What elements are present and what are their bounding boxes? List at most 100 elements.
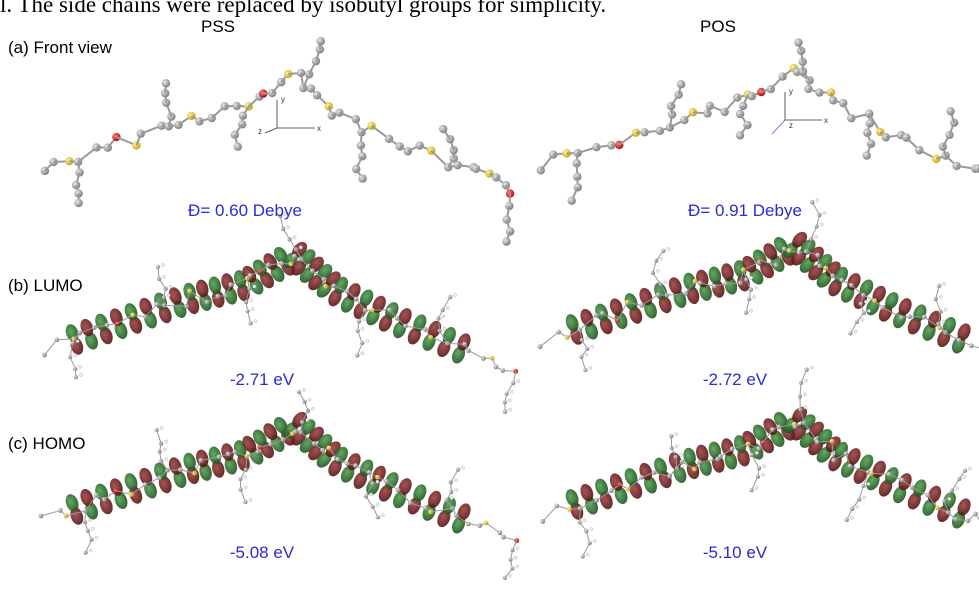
atom: [736, 131, 744, 139]
atom: [79, 373, 82, 376]
atom: [910, 485, 915, 490]
atom: [942, 320, 945, 323]
atom: [675, 444, 678, 447]
atom: [293, 236, 296, 239]
atom: [588, 541, 592, 545]
molecule-renderings: [39, 37, 979, 582]
atom: [669, 434, 673, 438]
atom: [937, 284, 941, 288]
atom: [755, 451, 758, 454]
atom: [680, 465, 683, 468]
atom: [369, 493, 372, 496]
atom: [810, 200, 814, 204]
atom: [362, 318, 365, 321]
caption: l. The side chains were replaced by isob…: [0, 0, 606, 17]
atom: [455, 488, 458, 491]
atom: [583, 519, 586, 522]
atom: [744, 310, 748, 314]
atom: [593, 540, 596, 543]
atom: [755, 487, 758, 490]
atom: [317, 37, 325, 45]
atom: [661, 249, 665, 253]
bond: [486, 523, 500, 533]
atom: [867, 309, 870, 312]
atom: [254, 320, 257, 323]
atom: [164, 440, 167, 443]
atom: [803, 393, 806, 396]
atom: [850, 507, 854, 511]
atom: [167, 294, 170, 297]
axis-label: x: [317, 124, 321, 133]
axis-line: [772, 120, 785, 134]
atom: [74, 375, 78, 379]
atom: [503, 410, 507, 414]
atom: [443, 327, 446, 330]
atom: [656, 269, 659, 272]
bond: [44, 340, 56, 355]
atom: [762, 465, 765, 468]
atom: [944, 308, 947, 311]
atom: [804, 406, 807, 409]
atom: [585, 337, 588, 340]
bond: [812, 202, 819, 215]
atom: [823, 211, 826, 214]
atom: [963, 469, 967, 473]
bond: [540, 332, 559, 347]
atom: [963, 475, 966, 478]
atom: [83, 550, 87, 554]
atom: [376, 480, 379, 483]
atom: [730, 447, 735, 452]
atom: [943, 282, 946, 285]
atom: [867, 482, 870, 485]
atom: [804, 379, 807, 382]
atom: [581, 554, 585, 558]
atom: [749, 488, 753, 492]
atom: [862, 151, 870, 159]
atom: [820, 223, 823, 226]
atom: [946, 107, 954, 115]
atom: [156, 265, 160, 269]
atom: [352, 115, 360, 123]
atom: [948, 497, 951, 500]
atom: [160, 426, 163, 429]
energy-value: -2.72 eV: [703, 370, 768, 389]
atom: [306, 419, 309, 422]
atom: [287, 225, 290, 228]
atom: [251, 307, 254, 310]
atom: [567, 196, 575, 204]
atom: [91, 527, 94, 530]
atom: [454, 479, 457, 482]
atom: [302, 388, 305, 391]
atom: [754, 286, 757, 289]
atom: [454, 294, 457, 297]
dipole-value: Đ= 0.91 Debye: [688, 201, 802, 220]
atom: [675, 432, 678, 435]
column-header: PSS: [201, 17, 235, 36]
atom: [381, 514, 384, 517]
atom: [718, 454, 723, 459]
axis-label: y: [281, 95, 285, 104]
atom: [461, 466, 464, 469]
axis-label: z: [789, 121, 793, 130]
atom: [856, 505, 859, 508]
atom: [244, 475, 247, 478]
atom: [502, 237, 510, 245]
bond: [41, 510, 60, 516]
atom: [366, 339, 369, 342]
atom: [585, 353, 588, 356]
atom: [615, 318, 620, 323]
atom: [887, 472, 892, 477]
dipole-value: Đ= 0.60 Debye: [188, 201, 302, 220]
atom: [510, 390, 513, 393]
atom: [516, 546, 519, 549]
atom: [600, 311, 605, 316]
atom: [508, 399, 511, 402]
atom: [794, 38, 802, 46]
atom: [810, 366, 813, 369]
bond: [469, 351, 484, 359]
atom: [448, 295, 452, 299]
atom: [848, 331, 852, 335]
atom: [243, 500, 247, 504]
energy-value: -2.71 eV: [230, 370, 295, 389]
atom: [79, 365, 82, 368]
